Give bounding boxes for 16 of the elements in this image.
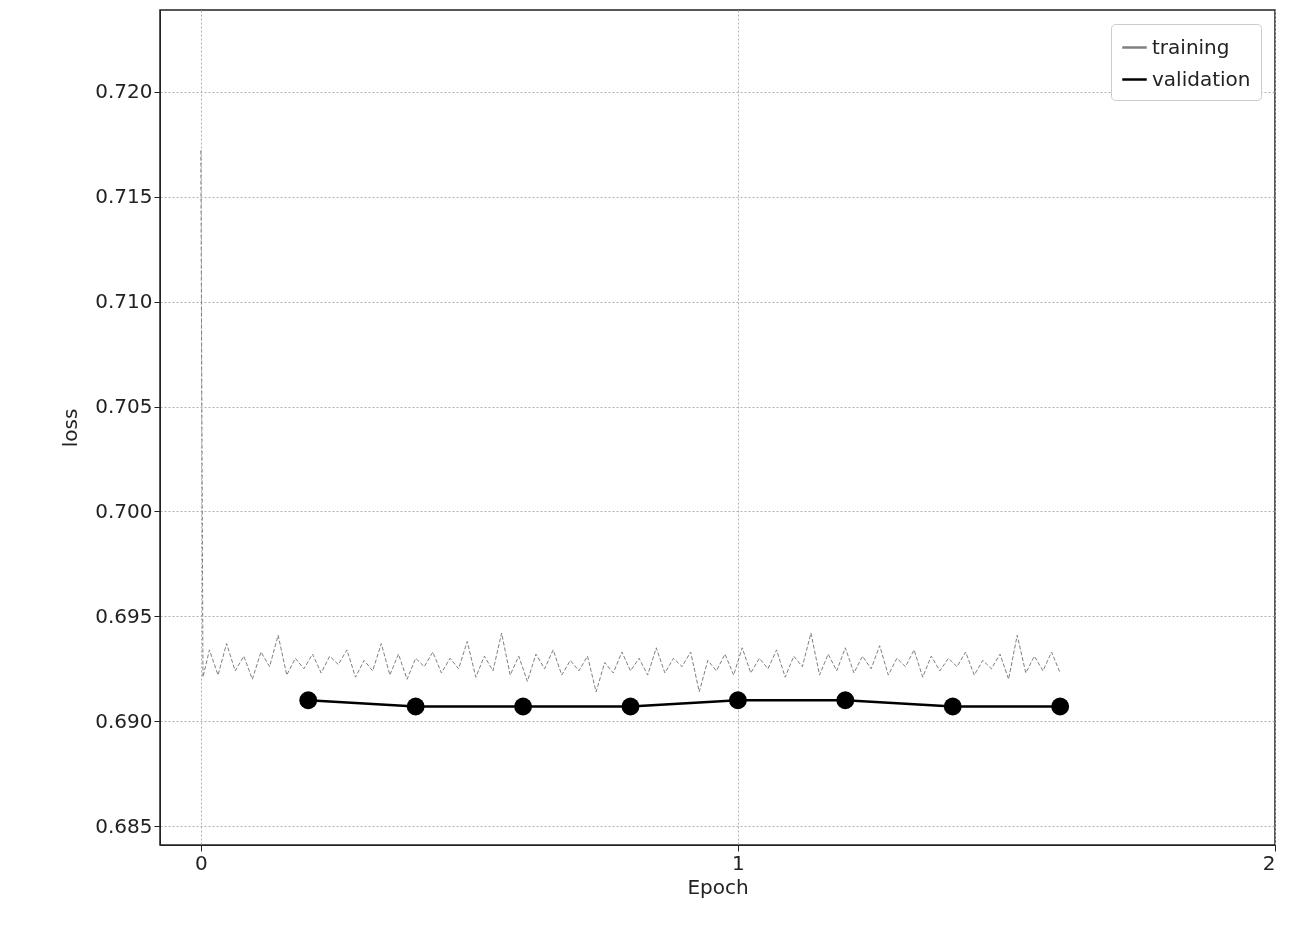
y-tick-label: 0.695 [95,603,153,628]
y-tick-label: 0.705 [95,394,153,419]
y-tick-label: 0.710 [95,289,153,314]
x-axis-title: Epoch [687,874,749,899]
y-tick-label: 0.715 [95,184,153,209]
y-tick-label: 0.690 [95,708,153,733]
line-series [200,150,1061,693]
x-tick-label: 0 [194,850,208,875]
x-tick-label: 1 [732,850,745,875]
x-tick-label: 2 [1262,850,1276,875]
y-axis-title: loss [58,408,83,448]
y-tick-label: 0.720 [95,79,153,104]
y-tick-label: 0.700 [95,498,153,523]
y-tick-label: 0.685 [95,813,153,838]
legend-label: training [1152,34,1230,59]
legend-label: validation [1152,66,1251,91]
